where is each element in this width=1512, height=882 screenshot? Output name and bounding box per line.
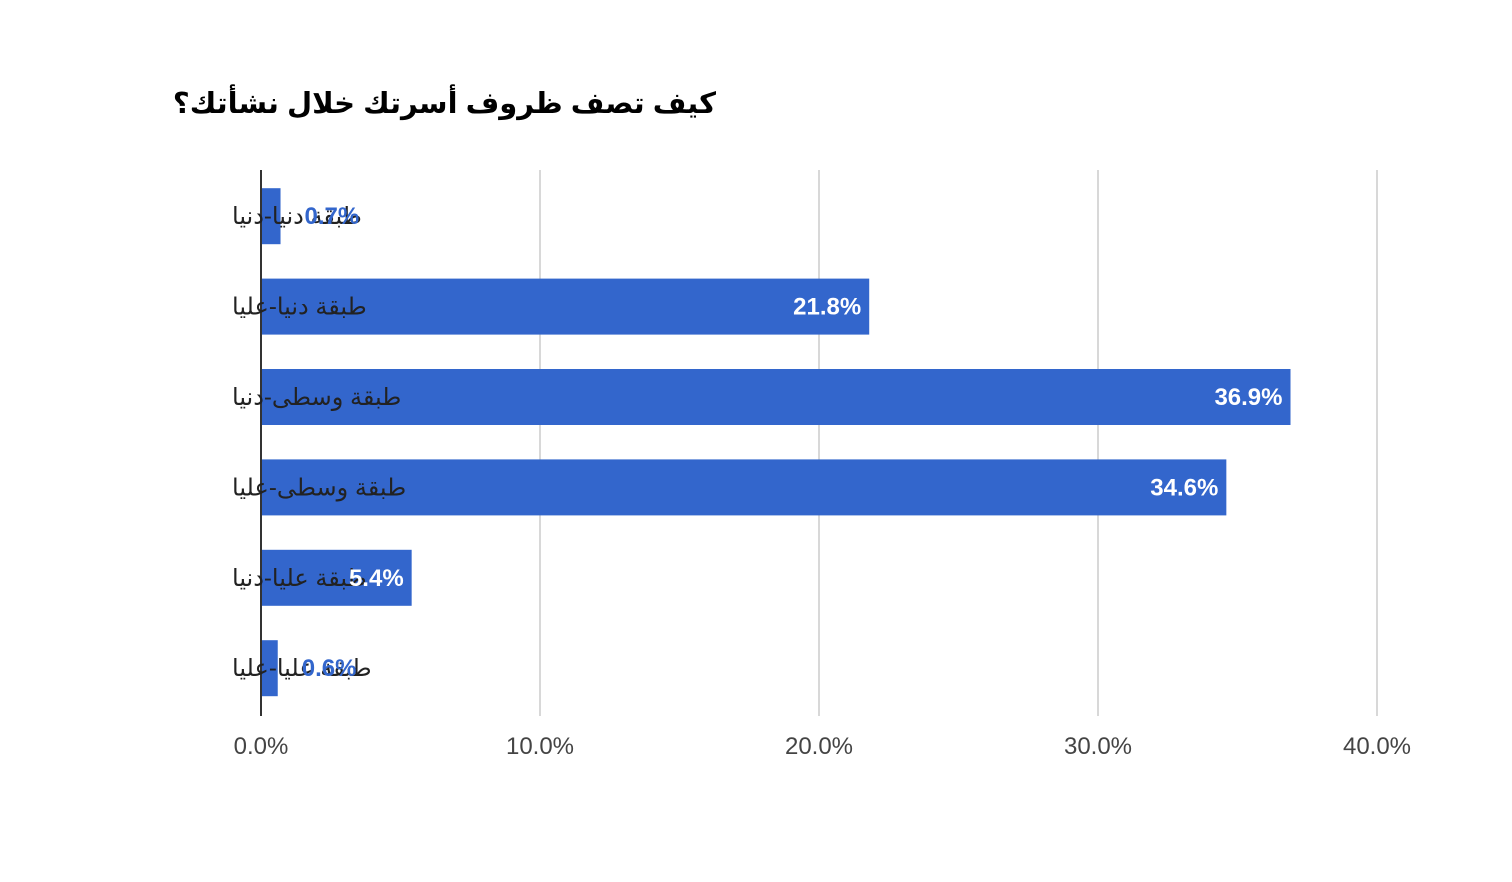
category-label: طبقة عليا-دنيا <box>232 565 367 592</box>
category-label: طبقة عليا-عليا <box>232 655 372 682</box>
x-tick-label: 20.0% <box>785 733 853 760</box>
chart-title: كيف تصف ظروف أسرتك خلال نشأتك؟ <box>172 88 716 120</box>
bar <box>261 640 278 697</box>
x-tick-label: 10.0% <box>506 733 574 760</box>
x-tick-label: 40.0% <box>1343 733 1411 760</box>
data-label: 34.6% <box>1150 474 1218 501</box>
bars <box>261 188 1291 697</box>
x-tick-label: 0.0% <box>234 733 289 760</box>
category-label: طبقة وسطى-عليا <box>232 474 406 501</box>
data-label: 36.9% <box>1214 384 1282 411</box>
labels: 0.0% 10.0% 20.0% 30.0% 40.0%طبقة دنيا-دنيا0.… <box>232 203 1411 760</box>
data-label: 0.6% <box>302 655 357 682</box>
data-label: 5.4% <box>349 565 404 592</box>
data-label: 0.7% <box>305 203 360 230</box>
bar <box>261 369 1291 425</box>
category-label: طبقة دنيا-عليا <box>232 294 367 321</box>
bar <box>261 459 1227 516</box>
grid-lines <box>539 170 1378 716</box>
category-label: طبقة وسطى-دنيا <box>232 384 401 411</box>
x-tick-label: 30.0% <box>1064 733 1132 760</box>
bar <box>261 549 412 606</box>
bar <box>261 278 870 335</box>
bar <box>261 188 281 245</box>
data-label: 21.8% <box>793 294 861 321</box>
category-label: طبقة دنيا-دنيا <box>232 203 362 230</box>
